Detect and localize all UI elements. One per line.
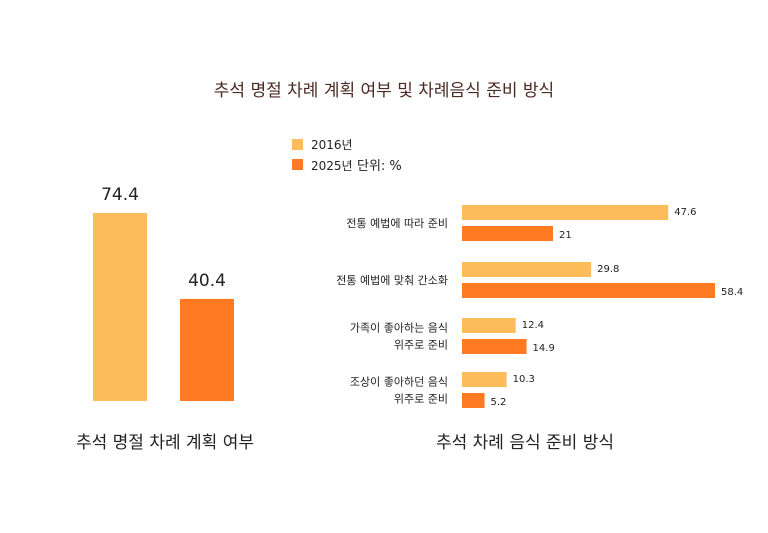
legend-swatch-2025 bbox=[292, 159, 303, 170]
data-label: 74.4 bbox=[101, 185, 139, 205]
bar-2016년 bbox=[462, 318, 516, 333]
data-label: 40.4 bbox=[188, 271, 226, 291]
category-label: 위주로 준비 bbox=[394, 339, 448, 352]
data-label: 21 bbox=[559, 230, 572, 241]
category-label: 전통 예법에 따라 준비 bbox=[346, 217, 448, 230]
category-label: 전통 예법에 맞춰 간소화 bbox=[336, 274, 448, 287]
unit-label: 단위: % bbox=[357, 159, 402, 174]
data-label: 47.6 bbox=[674, 207, 696, 218]
bar-2025년 bbox=[462, 283, 715, 298]
legend-label-2016: 2016년 bbox=[311, 138, 353, 152]
data-label: 5.2 bbox=[491, 397, 507, 408]
category-label: 조상이 좋아하던 음식 bbox=[350, 375, 448, 389]
legend-label-2025: 2025년 bbox=[311, 159, 353, 173]
legend-swatch-2016 bbox=[292, 139, 303, 150]
data-label: 58.4 bbox=[721, 287, 743, 298]
data-label: 10.3 bbox=[513, 374, 535, 385]
bar-2025년 bbox=[462, 226, 553, 241]
data-label: 12.4 bbox=[522, 320, 544, 331]
bar-2016년 bbox=[462, 205, 669, 220]
data-label: 14.9 bbox=[533, 343, 555, 354]
data-label: 29.8 bbox=[597, 264, 619, 275]
chart-title: 추석 명절 차례 계획 여부 및 차례음식 준비 방식 bbox=[213, 81, 555, 101]
right-chart-title: 추석 차례 음식 준비 방식 bbox=[435, 433, 614, 453]
category-label: 가족이 좋아하는 음식 bbox=[350, 321, 448, 335]
left-chart-title: 추석 명절 차례 계획 여부 bbox=[75, 433, 254, 453]
bar-2025년 bbox=[462, 393, 485, 408]
bar-2016년 bbox=[93, 213, 147, 401]
category-label: 위주로 준비 bbox=[394, 393, 448, 406]
bar-2016년 bbox=[462, 262, 592, 277]
bar-2016년 bbox=[462, 372, 507, 387]
bar-2025년 bbox=[462, 339, 527, 354]
bar-2025년 bbox=[180, 298, 234, 401]
